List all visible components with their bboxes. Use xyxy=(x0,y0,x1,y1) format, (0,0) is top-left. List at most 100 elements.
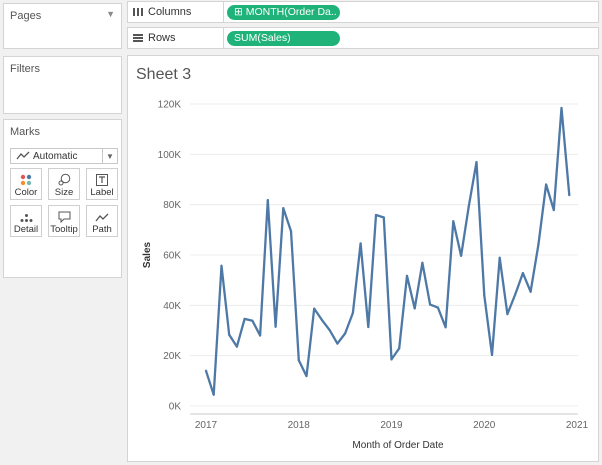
data-point[interactable] xyxy=(429,303,432,306)
marks-title: Marks xyxy=(10,126,40,138)
data-point[interactable] xyxy=(475,161,478,164)
rows-shelf[interactable]: Rows SUM(Sales) xyxy=(127,27,599,49)
data-point[interactable] xyxy=(390,358,393,361)
sales-series-line xyxy=(204,106,571,396)
color-button[interactable]: Color xyxy=(10,168,42,200)
data-point[interactable] xyxy=(413,307,416,310)
detail-button-label: Detail xyxy=(13,224,39,235)
data-point[interactable] xyxy=(452,220,455,223)
data-point[interactable] xyxy=(344,332,347,335)
data-point[interactable] xyxy=(498,256,501,259)
data-point[interactable] xyxy=(490,353,494,357)
x-tick-label: 2017 xyxy=(195,420,218,431)
data-point[interactable] xyxy=(405,274,409,277)
text-label-icon xyxy=(96,174,108,186)
data-point[interactable] xyxy=(289,229,293,233)
size-icon xyxy=(58,173,70,186)
line-mark-icon xyxy=(16,151,30,160)
y-tick-label: 60K xyxy=(163,251,181,262)
data-point[interactable] xyxy=(537,243,540,246)
color-button-label: Color xyxy=(14,187,38,198)
label-button[interactable]: Label xyxy=(86,168,118,200)
y-tick-label: 20K xyxy=(163,351,181,362)
expand-icon[interactable]: ⊞ xyxy=(234,6,246,18)
chart-grid xyxy=(190,103,578,407)
data-point[interactable] xyxy=(521,272,524,275)
filters-title: Filters xyxy=(10,63,40,75)
columns-icon xyxy=(133,8,143,16)
rows-shelf-label: Rows xyxy=(133,32,176,44)
rows-icon xyxy=(133,34,143,42)
data-point[interactable] xyxy=(359,242,362,245)
data-point[interactable] xyxy=(266,199,269,202)
pages-title: Pages xyxy=(10,10,42,22)
data-point[interactable] xyxy=(243,317,246,321)
data-point[interactable] xyxy=(467,205,470,208)
data-point[interactable] xyxy=(421,261,424,264)
data-point[interactable] xyxy=(506,313,509,316)
tooltip-button[interactable]: Tooltip xyxy=(48,205,80,237)
data-point[interactable] xyxy=(212,393,215,396)
label-button-label: Label xyxy=(90,187,114,198)
x-axis-ticks: 2017 2018 2019 2020 2021 xyxy=(195,420,589,431)
data-point[interactable] xyxy=(514,293,517,296)
y-axis-label: Sales xyxy=(142,241,153,268)
path-button-label: Path xyxy=(92,224,112,235)
path-button[interactable]: Path xyxy=(86,205,118,237)
color-icon xyxy=(20,174,32,186)
data-point[interactable] xyxy=(552,208,555,212)
data-points xyxy=(204,106,571,396)
data-point[interactable] xyxy=(544,183,548,186)
mark-type-dropdown[interactable]: Automatic ▼ xyxy=(10,148,118,164)
chevron-down-icon[interactable]: ▼ xyxy=(102,149,117,163)
mark-type-label: Automatic xyxy=(33,150,78,162)
data-point[interactable] xyxy=(204,369,208,372)
y-tick-label: 100K xyxy=(158,150,182,161)
columns-label-text: Columns xyxy=(148,6,192,18)
data-point[interactable] xyxy=(374,213,378,217)
data-point[interactable] xyxy=(305,374,308,378)
shelf-divider xyxy=(223,28,224,48)
filters-card[interactable]: Filters xyxy=(3,56,122,114)
path-icon xyxy=(95,213,109,222)
size-button[interactable]: Size xyxy=(48,168,80,200)
columns-shelf-label: Columns xyxy=(133,6,191,18)
columns-pill[interactable]: ⊞ MONTH(Order Da.. xyxy=(227,5,340,20)
columns-shelf[interactable]: Columns ⊞ MONTH(Order Da.. xyxy=(127,1,599,23)
data-point[interactable] xyxy=(328,329,331,332)
data-point[interactable] xyxy=(398,347,401,350)
data-point[interactable] xyxy=(351,311,354,314)
data-point[interactable] xyxy=(382,216,385,219)
rows-pill-text: SUM(Sales) xyxy=(234,32,291,44)
tooltip-icon xyxy=(58,211,70,223)
data-point[interactable] xyxy=(235,345,239,348)
data-point[interactable] xyxy=(336,342,339,345)
data-point[interactable] xyxy=(313,307,316,310)
data-point[interactable] xyxy=(459,254,463,257)
data-point[interactable] xyxy=(529,290,532,293)
y-tick-label: 40K xyxy=(163,301,181,312)
data-point[interactable] xyxy=(483,294,486,297)
data-point[interactable] xyxy=(367,325,370,329)
data-point[interactable] xyxy=(436,306,439,309)
data-point[interactable] xyxy=(282,207,285,210)
marks-card: Marks Automatic ▼ Color Size xyxy=(3,119,122,278)
detail-button[interactable]: Detail xyxy=(10,205,42,237)
data-point[interactable] xyxy=(259,334,262,337)
size-button-label: Size xyxy=(54,187,74,198)
data-point[interactable] xyxy=(228,333,231,336)
rows-pill[interactable]: SUM(Sales) xyxy=(227,31,340,46)
data-point[interactable] xyxy=(320,318,324,322)
x-tick-label: 2019 xyxy=(380,420,403,431)
data-point[interactable] xyxy=(560,106,563,110)
data-point[interactable] xyxy=(444,326,447,329)
data-point[interactable] xyxy=(297,359,300,362)
data-point[interactable] xyxy=(568,194,571,197)
pages-card[interactable]: Pages ▼ xyxy=(3,3,122,49)
x-tick-label: 2021 xyxy=(566,420,589,431)
chevron-down-icon[interactable]: ▼ xyxy=(106,9,115,19)
data-point[interactable] xyxy=(220,264,223,267)
data-point[interactable] xyxy=(274,325,277,328)
data-point[interactable] xyxy=(251,319,254,322)
y-axis-ticks: 0K 20K 40K 60K 80K 100K 120K xyxy=(158,100,182,413)
